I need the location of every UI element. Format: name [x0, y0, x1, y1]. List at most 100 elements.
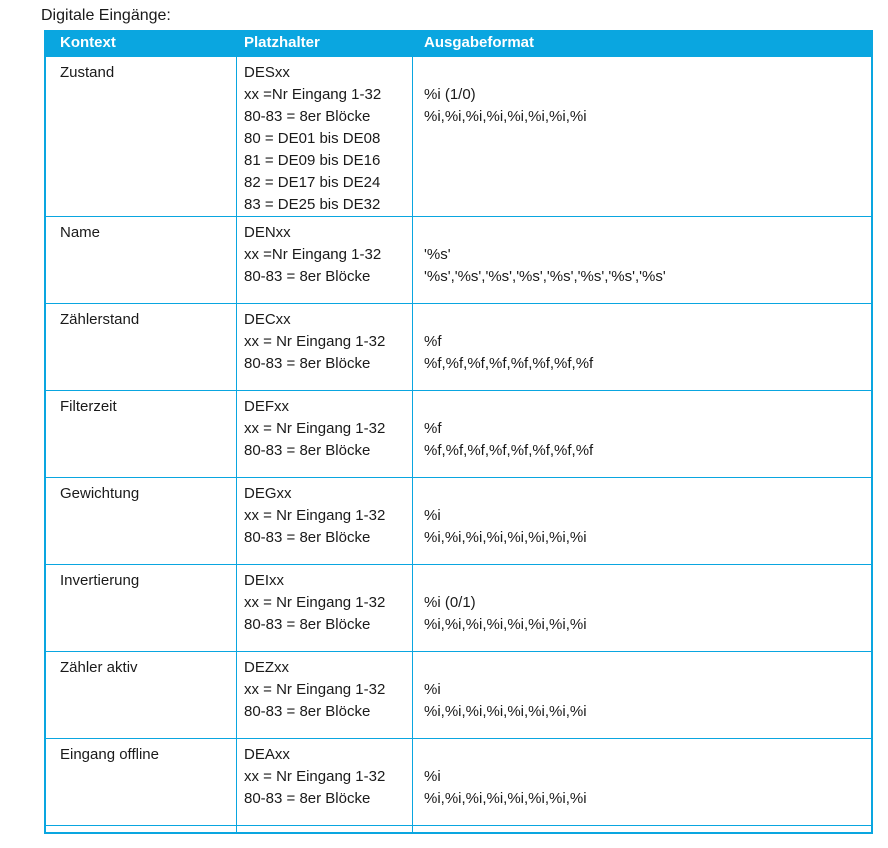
- cell-line: Eingang offline: [60, 746, 159, 763]
- cell-line: xx = Nr Eingang 1-32: [244, 333, 386, 350]
- kontext-cell: Name: [46, 217, 237, 303]
- cell-line: %i: [424, 507, 441, 524]
- page-title: Digitale Eingänge:: [41, 7, 171, 24]
- ausgabeformat-cell: %f %f,%f,%f,%f,%f,%f,%f,%f: [413, 391, 871, 477]
- cell-line: xx =Nr Eingang 1-32: [244, 246, 382, 263]
- header-kontext: Kontext: [60, 34, 116, 51]
- cell-line: xx = Nr Eingang 1-32: [244, 594, 386, 611]
- bottom-cell-kontext: [46, 826, 237, 832]
- cell-line: Zustand: [60, 64, 115, 81]
- cell-line: Zähler aktiv: [60, 659, 138, 676]
- header-ausgabeformat: Ausgabeformat: [424, 34, 535, 51]
- cell-line: DENxx: [244, 224, 291, 241]
- cell-line: [424, 222, 871, 244]
- cell-line: 80-83 = 8er Blöcke: [244, 442, 371, 459]
- platzhalter-cell: DEZxx xx = Nr Eingang 1-32 80-83 = 8er Blö…: [237, 652, 413, 738]
- cell-line: xx =Nr Eingang 1-32: [244, 86, 382, 103]
- kontext-cell: Filterzeit: [46, 391, 237, 477]
- ausgabeformat-cell: '%s' '%s','%s','%s','%s','%s','%s','%s','…: [413, 217, 871, 303]
- cell-line: DECxx: [244, 311, 291, 328]
- table-row: Invertierung DEIxx xx = Nr Eingang 1-32 80-…: [46, 564, 871, 651]
- cell-line: %i,%i,%i,%i,%i,%i,%i,%i: [424, 703, 587, 720]
- cell-line: %i,%i,%i,%i,%i,%i,%i,%i: [424, 616, 587, 633]
- cell-line: xx = Nr Eingang 1-32: [244, 420, 386, 437]
- cell-line: 80 = DE01 bis DE08: [244, 130, 381, 147]
- cell-line: DEIxx: [244, 572, 285, 589]
- cell-line: %i,%i,%i,%i,%i,%i,%i,%i: [424, 108, 587, 125]
- platzhalter-cell: DESxx xx =Nr Eingang 1-32 80-83 = 8er Blöc…: [237, 57, 413, 216]
- cell-line: '%s': [424, 246, 451, 263]
- header-platzhalter: Platzhalter: [244, 34, 320, 51]
- kontext-cell: Invertierung: [46, 565, 237, 651]
- table-row: Gewichtung DEGxx xx = Nr Eingang 1-32 80-83…: [46, 477, 871, 564]
- ausgabeformat-cell: %f %f,%f,%f,%f,%f,%f,%f,%f: [413, 304, 871, 390]
- table-row: Zustand DESxx xx =Nr Eingang 1-32 80-83 = 8…: [46, 56, 871, 216]
- ausgabeformat-cell: %i (1/0) %i,%i,%i,%i,%i,%i,%i,%i: [413, 57, 871, 216]
- cell-line: [424, 570, 871, 592]
- cell-line: %i: [424, 768, 441, 785]
- cell-line: 80-83 = 8er Blöcke: [244, 108, 371, 125]
- platzhalter-cell: DEGxx xx = Nr Eingang 1-32 80-83 = 8er Blö…: [237, 478, 413, 564]
- platzhalter-cell: DEIxx xx = Nr Eingang 1-32 80-83 = 8er Blö…: [237, 565, 413, 651]
- cell-line: 80-83 = 8er Blöcke: [244, 355, 371, 372]
- cell-line: %f,%f,%f,%f,%f,%f,%f,%f: [424, 442, 594, 459]
- ausgabeformat-cell: %i %i,%i,%i,%i,%i,%i,%i,%i: [413, 652, 871, 738]
- table-row: Zählerstand DECxx xx = Nr Eingang 1-32 80-8…: [46, 303, 871, 390]
- cell-line: xx = Nr Eingang 1-32: [244, 681, 386, 698]
- kontext-cell: Gewichtung: [46, 478, 237, 564]
- cell-line: xx = Nr Eingang 1-32: [244, 768, 386, 785]
- cell-line: 80-83 = 8er Blöcke: [244, 616, 371, 633]
- cell-line: [424, 657, 871, 679]
- cell-line: %i (1/0): [424, 86, 476, 103]
- cell-line: [424, 483, 871, 505]
- cell-line: %f,%f,%f,%f,%f,%f,%f,%f: [424, 355, 594, 372]
- cell-line: [424, 744, 871, 766]
- table-row: Filterzeit DEFxx xx = Nr Eingang 1-32 80-83…: [46, 390, 871, 477]
- table-row: Name DENxx xx =Nr Eingang 1-32 80-83 = 8er …: [46, 216, 871, 303]
- platzhalter-cell: DEAxx xx = Nr Eingang 1-32 80-83 = 8er Blö…: [237, 739, 413, 825]
- cell-line: 82 = DE17 bis DE24: [244, 174, 381, 191]
- ausgabeformat-cell: %i %i,%i,%i,%i,%i,%i,%i,%i: [413, 478, 871, 564]
- cell-line: Invertierung: [60, 572, 140, 589]
- cell-line: [424, 309, 871, 331]
- table-header-row: Kontext Platzhalter Ausgabeformat: [46, 30, 871, 56]
- digital-inputs-table: Kontext Platzhalter Ausgabeformat Zustan…: [44, 30, 873, 834]
- cell-line: DEAxx: [244, 746, 290, 763]
- cell-line: 80-83 = 8er Blöcke: [244, 790, 371, 807]
- cell-line: 83 = DE25 bis DE32: [244, 196, 381, 213]
- bottom-cell-platzhalter: [237, 826, 413, 832]
- platzhalter-cell: DECxx xx = Nr Eingang 1-32 80-83 = 8er Blö…: [237, 304, 413, 390]
- cell-line: 80-83 = 8er Blöcke: [244, 529, 371, 546]
- ausgabeformat-cell: %i (0/1) %i,%i,%i,%i,%i,%i,%i,%i: [413, 565, 871, 651]
- kontext-cell: Zähler aktiv: [46, 652, 237, 738]
- cell-line: 80-83 = 8er Blöcke: [244, 703, 371, 720]
- cell-line: DEGxx: [244, 485, 292, 502]
- cell-line: DESxx: [244, 64, 290, 81]
- table-bottom-strip: [46, 825, 871, 832]
- cell-line: Gewichtung: [60, 485, 140, 502]
- kontext-cell: Zählerstand: [46, 304, 237, 390]
- bottom-cell-ausgabeformat: [413, 826, 871, 832]
- table-row: Zähler aktiv DEZxx xx = Nr Eingang 1-32 80-…: [46, 651, 871, 738]
- cell-line: '%s','%s','%s','%s','%s','%s','%s','%s': [424, 268, 666, 285]
- cell-line: %f: [424, 420, 442, 437]
- cell-line: Name: [60, 224, 101, 241]
- cell-line: %i,%i,%i,%i,%i,%i,%i,%i: [424, 790, 587, 807]
- cell-line: 80-83 = 8er Blöcke: [244, 268, 371, 285]
- cell-line: %i (0/1): [424, 594, 476, 611]
- cell-line: xx = Nr Eingang 1-32: [244, 507, 386, 524]
- cell-line: DEFxx: [244, 398, 289, 415]
- cell-line: Filterzeit: [60, 398, 117, 415]
- platzhalter-cell: DENxx xx =Nr Eingang 1-32 80-83 = 8er Blöc…: [237, 217, 413, 303]
- kontext-cell: Eingang offline: [46, 739, 237, 825]
- cell-line: DEZxx: [244, 659, 289, 676]
- cell-line: %i: [424, 681, 441, 698]
- cell-line: [424, 396, 871, 418]
- ausgabeformat-cell: %i %i,%i,%i,%i,%i,%i,%i,%i: [413, 739, 871, 825]
- cell-line: %f: [424, 333, 442, 350]
- table-row: Eingang offline DEAxx xx = Nr Eingang 1-32…: [46, 738, 871, 825]
- cell-line: Zählerstand: [60, 311, 140, 328]
- cell-line: [424, 62, 871, 84]
- platzhalter-cell: DEFxx xx = Nr Eingang 1-32 80-83 = 8er Blö…: [237, 391, 413, 477]
